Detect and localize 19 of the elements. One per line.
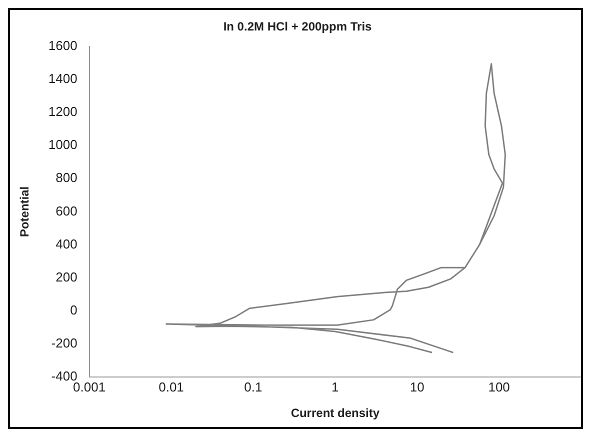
y-tick-label: 800 — [56, 170, 78, 186]
y-tick-label: 400 — [56, 236, 78, 252]
y-tick-label: 0 — [70, 302, 78, 318]
x-tick-label: 0.1 — [244, 379, 262, 394]
x-tick-label: 1 — [332, 379, 339, 394]
y-tick-label: 1200 — [48, 104, 78, 120]
y-tick-label: -400 — [51, 368, 78, 384]
x-axis-title: Current density — [290, 406, 380, 420]
chart-title: In 0.2M HCl + 200ppm Tris — [223, 20, 372, 34]
y-tick-label: 1600 — [48, 38, 78, 53]
x-tick-label: 10 — [410, 379, 424, 394]
x-tick-label: 100 — [488, 379, 510, 394]
x-tick-label: 0.01 — [158, 379, 184, 394]
y-axis-title: Potential — [18, 186, 32, 238]
y-tick-label: 1400 — [48, 71, 78, 86]
y-tick-label: 200 — [56, 269, 78, 284]
y-tick-label: 1000 — [48, 137, 78, 152]
y-tick-label: 600 — [56, 203, 78, 218]
y-tick-label: -200 — [51, 336, 78, 351]
